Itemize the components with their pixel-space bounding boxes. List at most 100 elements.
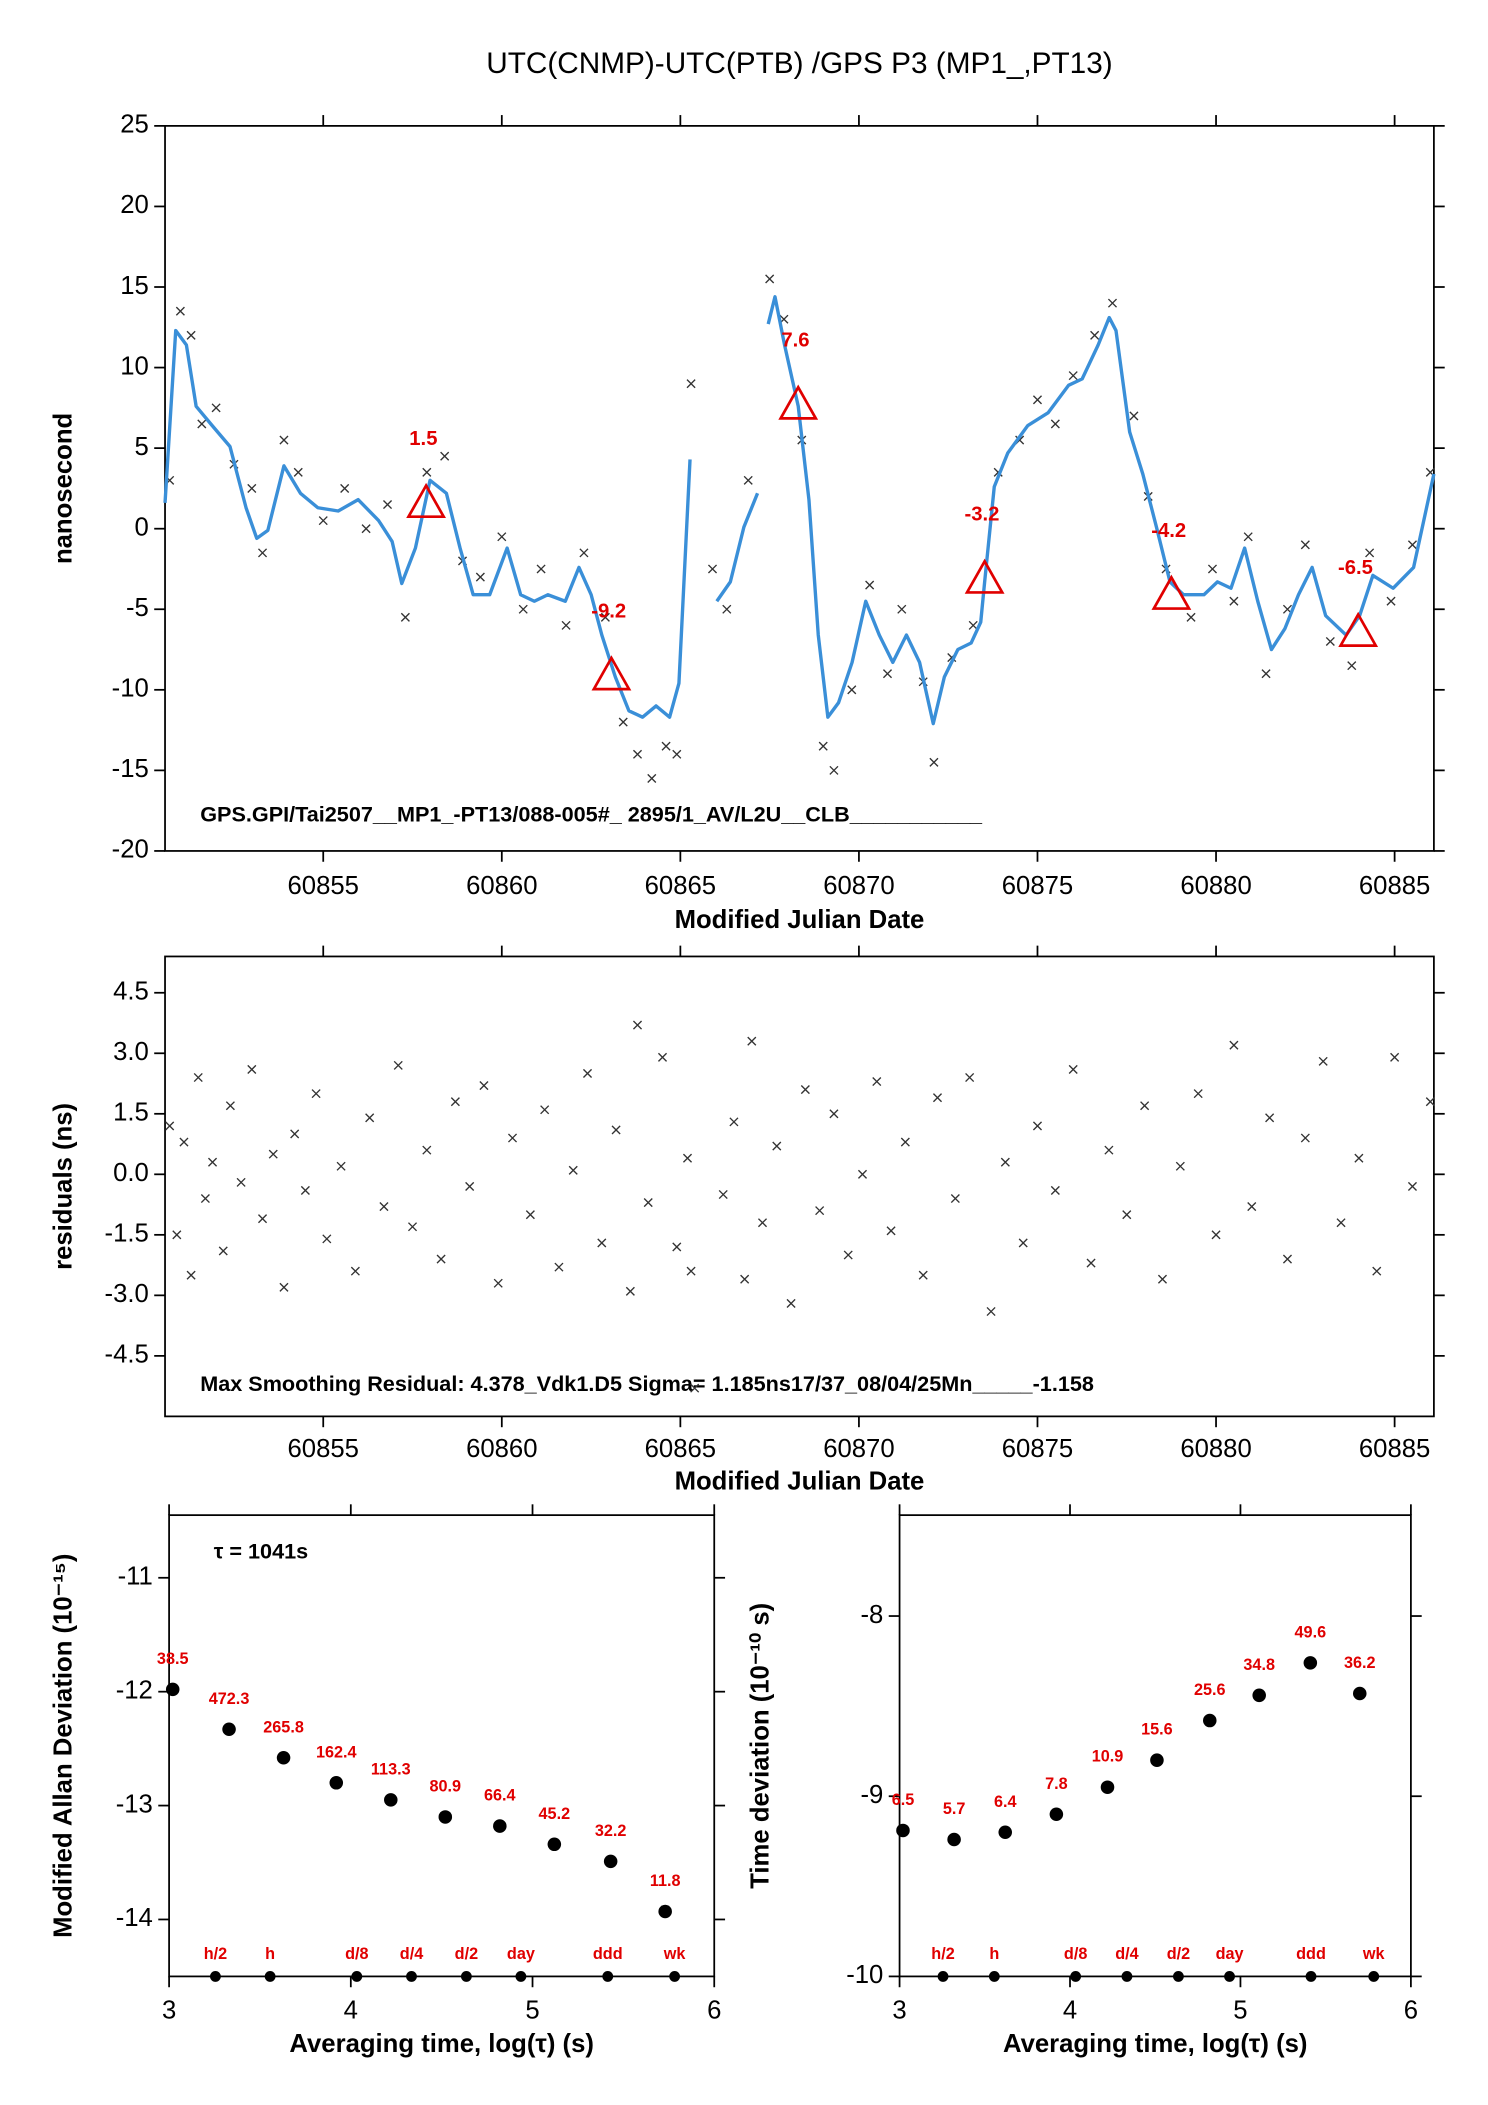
y-tick-label: -1.5	[105, 1220, 149, 1248]
point-annotation: 113.3	[371, 1760, 411, 1778]
data-point	[932, 1093, 943, 1103]
time-marker-label: h/2	[931, 1945, 954, 1963]
data-point	[897, 604, 907, 614]
data-point	[1325, 636, 1335, 647]
data-point	[225, 1101, 235, 1111]
data-point	[686, 1266, 696, 1276]
time-marker-label: h/2	[204, 1945, 227, 1963]
time-marker	[264, 1971, 276, 1982]
data-point	[1265, 1113, 1275, 1123]
data-point	[857, 1169, 868, 1179]
data-point	[1300, 540, 1310, 550]
x-tick-label: 60880	[1180, 1435, 1251, 1463]
x-tick-label: 60875	[1002, 1435, 1073, 1463]
y-tick-label: -4.5	[105, 1341, 149, 1369]
data-point	[493, 1819, 507, 1833]
triangle-marker	[406, 482, 446, 519]
data-point	[1407, 1181, 1418, 1191]
data-point	[290, 1129, 300, 1139]
data-point	[947, 1832, 961, 1847]
plot-frame	[898, 1514, 1412, 1978]
data-point	[829, 1109, 839, 1119]
data-point	[1372, 1266, 1382, 1276]
point-annotation: 11.8	[650, 1872, 681, 1890]
data-point	[479, 1081, 489, 1091]
data-point	[540, 1105, 550, 1115]
data-point	[1032, 1121, 1043, 1131]
data-point	[236, 1177, 246, 1187]
data-point	[1365, 548, 1375, 558]
time-marker	[460, 1971, 472, 1982]
data-point	[318, 516, 328, 526]
data-point	[165, 1682, 180, 1697]
x-tick-label: 6	[1404, 1996, 1418, 2024]
data-point	[1175, 1161, 1185, 1171]
y-axis-label: Time deviation (10⁻¹⁰ s)	[746, 1603, 774, 1889]
data-point	[384, 1793, 398, 1807]
time-marker-label: day	[507, 1945, 535, 1963]
y-tick-label: 25	[120, 111, 149, 139]
data-point	[186, 1270, 196, 1280]
data-label: 7.6	[781, 330, 809, 352]
x-tick-label: 5	[525, 1996, 539, 2024]
triangle-marker	[778, 384, 819, 420]
y-tick-label: -10	[846, 1961, 883, 1989]
data-point	[172, 1230, 182, 1240]
data-point	[882, 669, 893, 679]
data-point	[340, 483, 350, 493]
data-point	[647, 773, 657, 783]
data-point	[211, 403, 221, 413]
x-tick-label: 3	[892, 1996, 906, 2024]
data-point	[536, 564, 546, 574]
x-tick-label: 6	[707, 1996, 721, 2024]
data-point	[422, 1145, 432, 1155]
data-point	[547, 1837, 562, 1852]
x-tick-label: 60875	[1002, 872, 1073, 900]
y-tick-label: -5	[126, 594, 149, 622]
data-point	[1203, 1713, 1217, 1728]
y-axis-label: residuals (ns)	[50, 1103, 78, 1270]
time-marker	[602, 1971, 614, 1982]
data-point	[632, 1020, 643, 1030]
x-tick-label: 4	[1063, 1996, 1077, 2024]
data-point	[1000, 1157, 1010, 1167]
time-marker-label: d/8	[345, 1945, 368, 1963]
point-annotation: 10.9	[1092, 1748, 1124, 1766]
annotation: GPS.GPI/Tai2507__MP1_-PT13/088-005#_ 289…	[200, 801, 983, 826]
data-point	[1211, 1230, 1221, 1240]
x-tick-label: 5	[1233, 1996, 1247, 2024]
data-point	[690, 1383, 700, 1393]
data-point	[1386, 596, 1396, 606]
data-point	[1354, 1153, 1364, 1163]
data-point	[1090, 330, 1100, 340]
time-marker-label: wk	[663, 1945, 687, 1963]
data-point	[1407, 540, 1418, 550]
data-point	[1425, 1097, 1435, 1107]
plot-frame	[164, 955, 1435, 1418]
data-point	[582, 1068, 593, 1078]
data-point	[475, 572, 485, 582]
data-point	[175, 306, 185, 316]
x-tick-label: 60870	[823, 1435, 894, 1463]
data-point	[686, 379, 696, 389]
data-point	[618, 717, 628, 727]
data-point	[1318, 1056, 1328, 1066]
data-point	[729, 1117, 739, 1127]
data-point	[361, 524, 371, 534]
triangle-marker	[1151, 574, 1192, 610]
data-point	[1050, 419, 1060, 429]
data-point	[200, 1193, 210, 1204]
annotation: τ = 1041s	[214, 1539, 308, 1564]
data-point	[400, 612, 410, 622]
data-point	[1086, 1258, 1096, 1268]
y-tick-label: 20	[120, 191, 149, 219]
data-point	[597, 1238, 607, 1248]
data-point	[743, 475, 753, 485]
data-point	[600, 612, 610, 622]
point-annotation: 45.2	[539, 1805, 571, 1823]
time-marker	[210, 1971, 221, 1982]
data-label: 1.5	[409, 428, 437, 450]
data-point	[497, 532, 507, 542]
data-point	[1068, 1064, 1078, 1074]
